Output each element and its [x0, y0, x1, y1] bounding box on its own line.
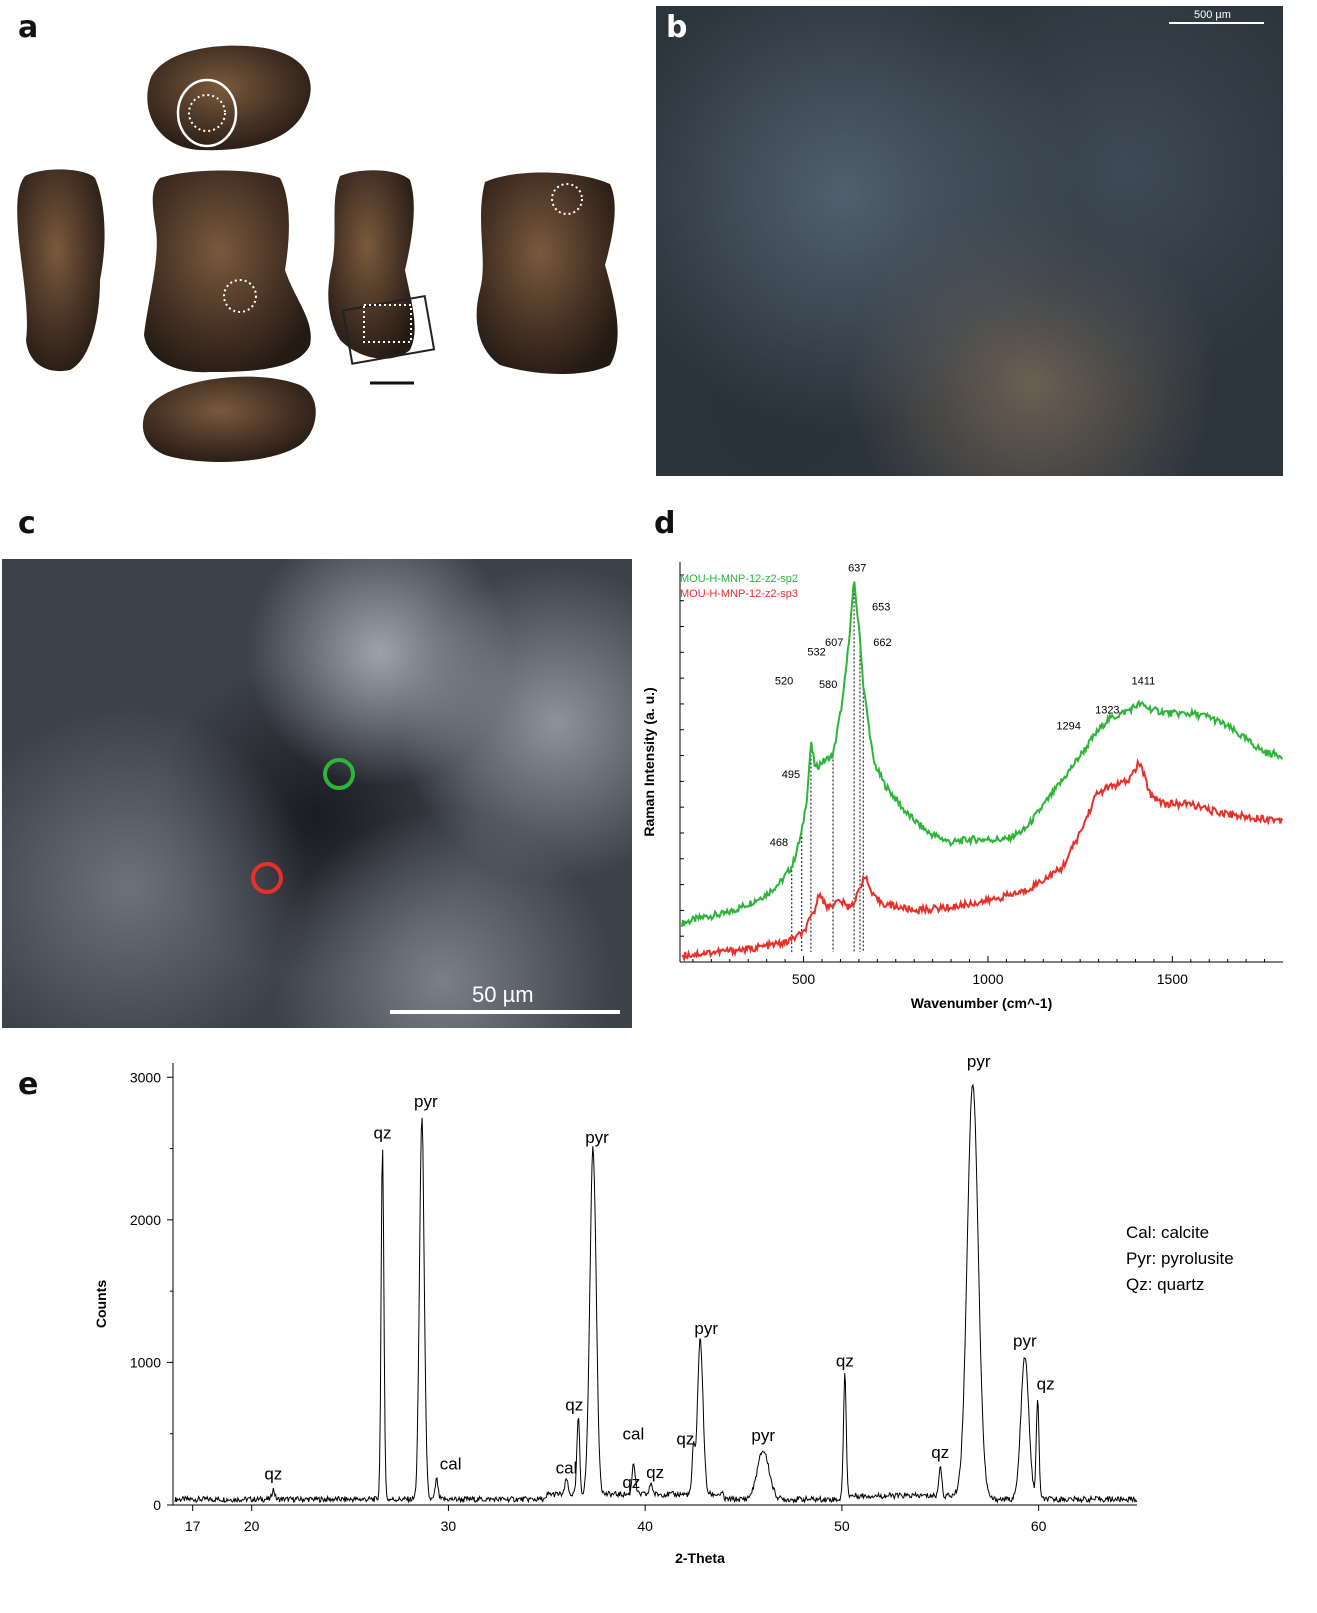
panel-label-e: e — [18, 1067, 39, 1102]
artifact-front-view — [144, 170, 311, 373]
area-marker-solid — [176, 78, 238, 148]
peak-label-pyr: pyr — [967, 1053, 991, 1071]
peak-label-1411: 1411 — [1132, 676, 1156, 688]
x-tick-label: 17 — [185, 1518, 201, 1534]
xrd-trace — [174, 1083, 1138, 1504]
peak-label-653: 653 — [872, 601, 890, 613]
artifact-side-left — [17, 169, 105, 372]
panel-c-micrograph: 50 µm — [2, 559, 632, 1028]
peak-label-qz: qz — [676, 1430, 694, 1449]
peak-label-cal: cal — [556, 1459, 578, 1478]
panel-label-c: c — [18, 506, 36, 541]
legend-entry-2: MOU-H-MNP-12-z2-sp3 — [680, 588, 798, 600]
artifact-top-view — [147, 45, 311, 151]
peak-label-532: 532 — [807, 647, 825, 659]
peak-label-cal: cal — [440, 1454, 462, 1473]
xrd-chart: 0 1000 2000 3000 17 20 30 40 50 60 2-Theta Counts qz… — [93, 1053, 1234, 1566]
x-tick-label: 1000 — [972, 971, 1003, 987]
series-line-2 — [681, 757, 1284, 963]
x-axis-label: Wavenumber (cm^-1) — [911, 995, 1052, 1011]
scale-label-b: 500 µm — [1194, 9, 1231, 21]
artifact-bottom-view — [142, 376, 316, 462]
panel-a-artifact-views — [17, 45, 618, 462]
peak-label-qz: qz — [264, 1464, 282, 1483]
x-tick-label: 1500 — [1157, 971, 1188, 987]
peak-label-pyr: pyr — [751, 1426, 775, 1445]
series-line-1 — [680, 581, 1284, 927]
scale-bar-b — [1169, 22, 1264, 24]
peak-label-pyr: pyr — [694, 1319, 718, 1338]
detail-box-outer — [341, 294, 436, 365]
peak-label-495: 495 — [782, 769, 800, 781]
x-tick-label: 60 — [1031, 1518, 1047, 1534]
x-tick-label: 20 — [244, 1518, 260, 1534]
y-tick-label: 3000 — [130, 1069, 161, 1085]
peak-label-cal: cal — [622, 1424, 644, 1443]
peak-label-637: 637 — [848, 563, 866, 575]
x-tick-label: 40 — [637, 1518, 653, 1534]
peak-label-520: 520 — [775, 676, 793, 688]
panel-label-a: a — [18, 10, 39, 45]
peak-label-pyr: pyr — [585, 1128, 609, 1147]
scale-label-c: 50 µm — [472, 982, 534, 1007]
peak-label-qz: qz — [931, 1443, 949, 1462]
y-tick-label: 2000 — [130, 1212, 161, 1228]
y-axis-label: Raman Intensity (a. u.) — [641, 687, 657, 836]
peak-label-580: 580 — [819, 679, 837, 691]
artifact-back-view — [476, 172, 618, 375]
panel-label-d: d — [654, 506, 676, 541]
panel-b-micrograph: b 500 µm — [656, 6, 1283, 476]
peak-label-1323: 1323 — [1095, 705, 1119, 717]
panel-label-b: b — [666, 10, 688, 45]
legend-line: Cal: calcite — [1126, 1223, 1209, 1242]
peak-label-pyr: pyr — [414, 1092, 438, 1111]
legend-line: Qz: quartz — [1126, 1275, 1204, 1294]
legend-entry-1: MOU-H-MNP-12-z2-sp2 — [680, 573, 798, 585]
y-tick-label: 0 — [153, 1497, 161, 1513]
peak-label-468: 468 — [770, 837, 788, 849]
peak-label-qz: qz — [622, 1473, 640, 1492]
y-axis-label: Counts — [93, 1280, 109, 1328]
peak-label-qz: qz — [565, 1395, 583, 1414]
green-spot-marker — [323, 758, 355, 790]
x-tick-label: 50 — [834, 1518, 850, 1534]
area-marker-dotted — [551, 183, 583, 215]
peak-label-607: 607 — [825, 637, 843, 649]
peak-label-662: 662 — [873, 637, 891, 649]
raman-chart: 500 1000 1500 Wavenumber (cm^-1) Raman Inten… — [641, 562, 1284, 1011]
artifact-side-right — [328, 170, 415, 359]
red-spot-marker — [251, 862, 283, 894]
peak-label-qz: qz — [646, 1463, 664, 1482]
peak-label-qz: qz — [374, 1124, 392, 1143]
peak-label-qz: qz — [836, 1352, 854, 1371]
y-tick-label: 1000 — [130, 1354, 161, 1370]
peak-label-1294: 1294 — [1056, 721, 1080, 733]
x-tick-label: 30 — [441, 1518, 457, 1534]
x-axis-label: 2-Theta — [675, 1550, 725, 1566]
area-marker-dotted — [188, 94, 226, 132]
area-marker-dotted — [223, 279, 257, 313]
x-tick-label: 500 — [792, 971, 816, 987]
detail-box-dotted — [363, 304, 412, 343]
legend-line: Pyr: pyrolusite — [1126, 1249, 1234, 1268]
peak-label-pyr: pyr — [1013, 1332, 1037, 1351]
peak-label-qz: qz — [1037, 1374, 1055, 1393]
